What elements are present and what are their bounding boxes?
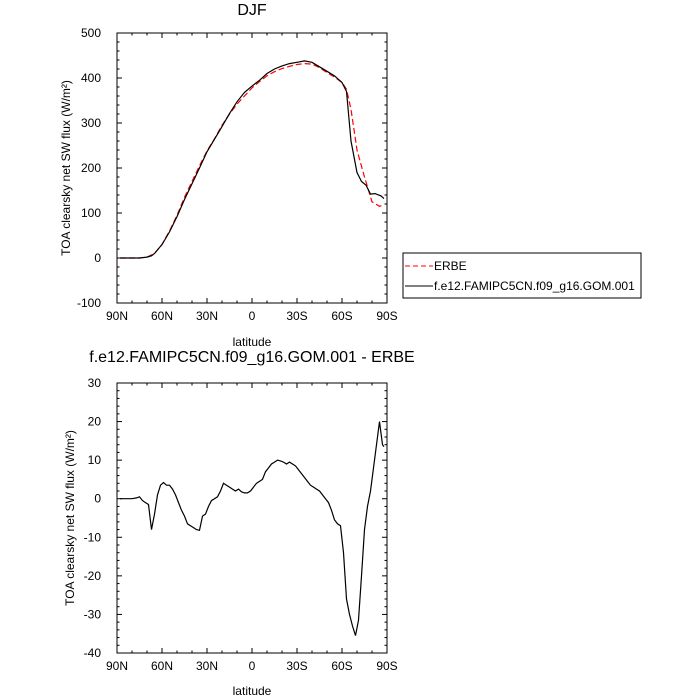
bottom-x-tick-label: 90S bbox=[376, 659, 397, 673]
bottom-x-tick-label: 30S bbox=[286, 659, 307, 673]
top-x-tick-label: 60S bbox=[331, 309, 352, 323]
bottom-y-tick-label: 20 bbox=[88, 415, 102, 429]
bottom-y-tick-label: -40 bbox=[84, 646, 102, 660]
legend-label-erbe: ERBE bbox=[434, 259, 467, 273]
top-series-line-1 bbox=[120, 60, 385, 259]
bottom-series-line-0 bbox=[120, 421, 385, 636]
top-x-tick-label: 30S bbox=[286, 309, 307, 323]
bottom-chart-panel: f.e12.FAMIPC5CN.f09_g16.GOM.001 - ERBE l… bbox=[63, 349, 415, 698]
top-y-tick-label: 200 bbox=[81, 161, 101, 175]
bottom-plot-frame bbox=[116, 382, 388, 654]
top-chart-marks: 90N 60N 30N 0 30S 60S 90S -100 0 100 200 300 400 500 bbox=[77, 26, 398, 323]
top-chart-panel: DJF latitude TOA clearsky net SW flux (W… bbox=[59, 2, 398, 349]
bottom-x-tick-label: 0 bbox=[249, 659, 256, 673]
top-y-tick-label: 500 bbox=[81, 26, 101, 40]
bottom-x-tick-label: 60N bbox=[151, 659, 173, 673]
bottom-x-tick-label: 30N bbox=[196, 659, 218, 673]
top-chart-legend: ERBE f.e12.FAMIPC5CN.f09_g16.GOM.001 bbox=[402, 252, 642, 299]
top-x-tick-label: 0 bbox=[249, 309, 256, 323]
legend-box bbox=[402, 252, 642, 299]
top-chart-ylabel: TOA clearsky net SW flux (W/m²) bbox=[59, 80, 73, 256]
bottom-chart-marks: 90N 60N 30N 0 30S 60S 90S -40 -30 -20 -10 0 10 20 30 bbox=[84, 376, 398, 673]
bottom-y-tick-label: 30 bbox=[88, 376, 102, 390]
top-chart-title: DJF bbox=[237, 2, 267, 19]
bottom-y-tick-label: -30 bbox=[84, 607, 102, 621]
top-y-tick-label: 100 bbox=[81, 206, 101, 220]
bottom-y-tick-label: -20 bbox=[84, 569, 102, 583]
bottom-chart-xlabel: latitude bbox=[233, 684, 272, 698]
top-y-tick-label: 300 bbox=[81, 116, 101, 130]
bottom-chart-title: f.e12.FAMIPC5CN.f09_g16.GOM.001 - ERBE bbox=[89, 349, 414, 366]
top-x-tick-label: 90N bbox=[106, 309, 128, 323]
top-y-tick-label: 0 bbox=[94, 251, 101, 265]
top-y-tick-label: -100 bbox=[77, 296, 101, 310]
top-chart-xlabel: latitude bbox=[233, 335, 272, 349]
bottom-x-tick-label: 60S bbox=[331, 659, 352, 673]
bottom-x-tick-label: 90N bbox=[106, 659, 128, 673]
bottom-y-tick-label: -10 bbox=[84, 530, 102, 544]
top-x-tick-label: 30N bbox=[196, 309, 218, 323]
legend-label-model: f.e12.FAMIPC5CN.f09_g16.GOM.001 bbox=[434, 279, 635, 293]
top-x-tick-label: 60N bbox=[151, 309, 173, 323]
top-plot-frame bbox=[116, 32, 388, 304]
top-y-tick-label: 400 bbox=[81, 71, 101, 85]
bottom-y-tick-label: 10 bbox=[88, 453, 102, 467]
bottom-chart-ylabel: TOA clearsky net SW flux (W/m²) bbox=[63, 430, 77, 606]
top-series-line-0 bbox=[120, 62, 385, 259]
bottom-y-tick-label: 0 bbox=[94, 492, 101, 506]
top-x-tick-label: 90S bbox=[376, 309, 397, 323]
